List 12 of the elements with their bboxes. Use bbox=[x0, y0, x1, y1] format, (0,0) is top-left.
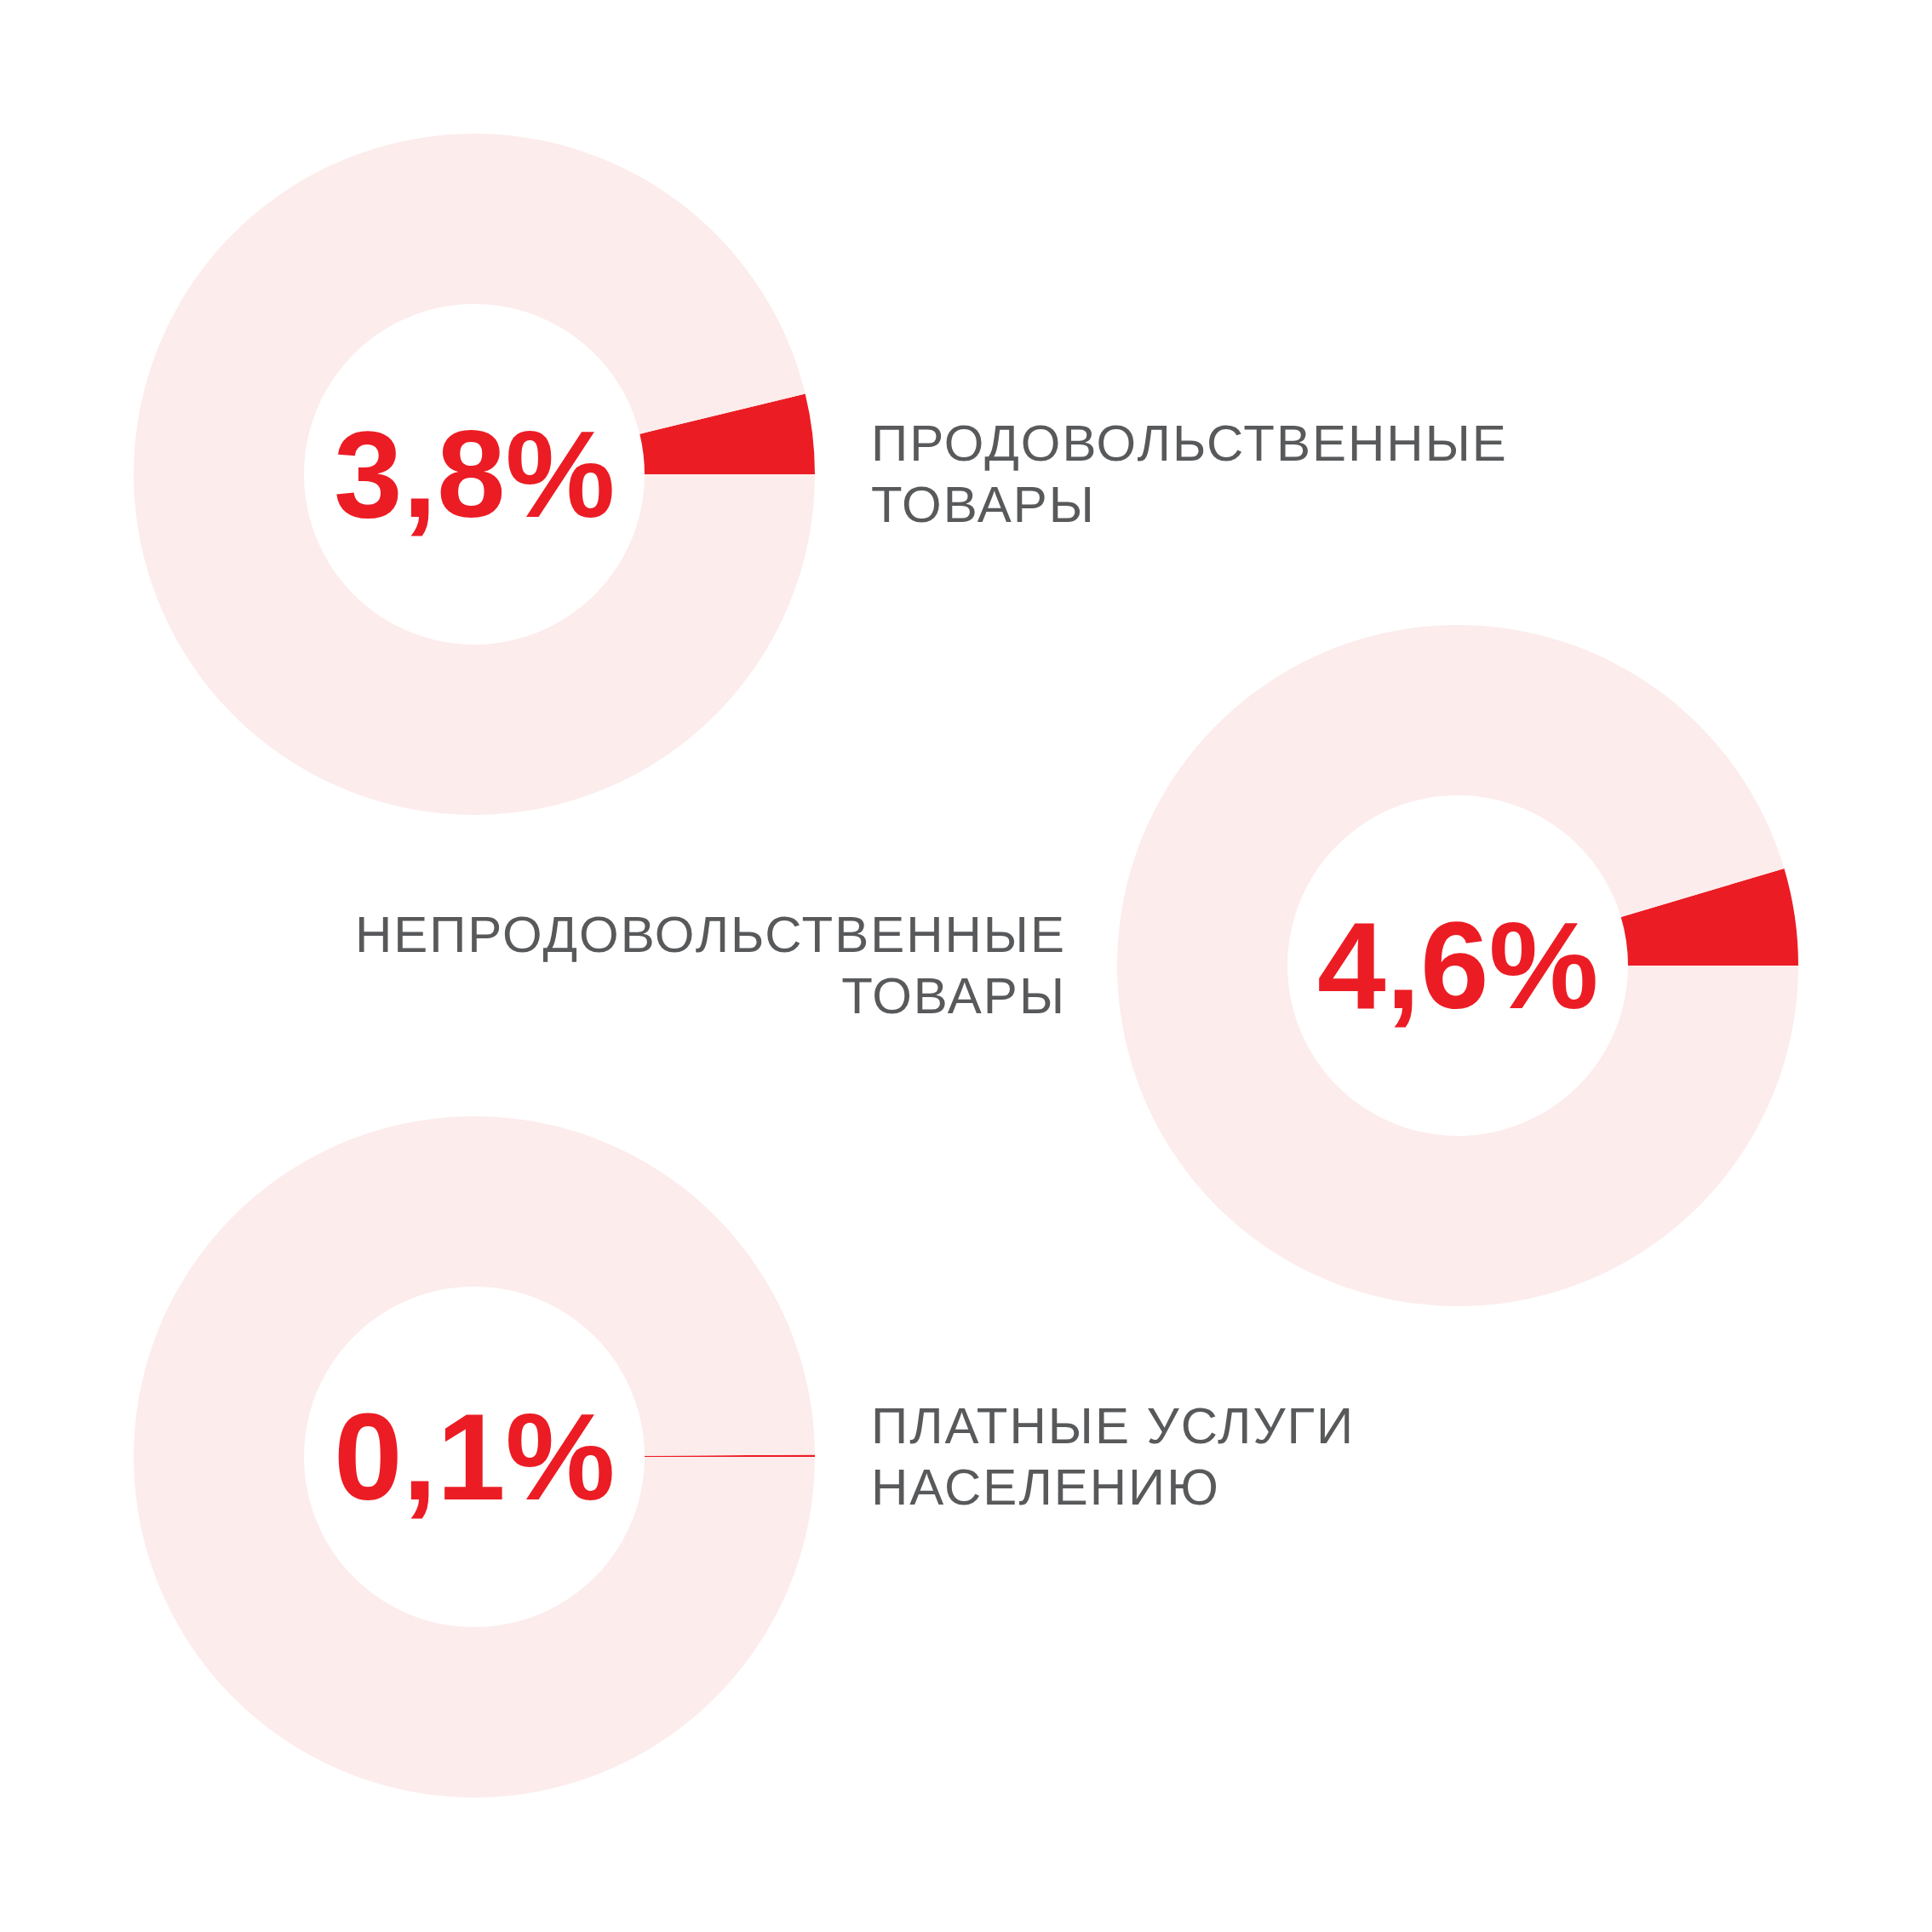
donut-slice bbox=[134, 134, 815, 815]
donut-slice bbox=[645, 1454, 815, 1457]
donut-slice bbox=[1620, 868, 1798, 966]
text: 0,1% bbox=[334, 1388, 616, 1526]
donut-slice bbox=[639, 393, 815, 474]
text: НЕПРОДОВОЛЬСТВЕННЫЕ ТОВАРЫ bbox=[353, 905, 1066, 1026]
text: ПЛАТНЫЕ УСЛУГИ НАСЕЛЕНИЮ bbox=[871, 1396, 1356, 1517]
donut-slice bbox=[1117, 625, 1798, 1306]
text: 4,6% bbox=[1317, 897, 1599, 1035]
donut-slice bbox=[134, 1116, 815, 1797]
text: ПРОДОВОЛЬСТВЕННЫЕ ТОВАРЫ bbox=[871, 414, 1509, 535]
text: 3,8% bbox=[334, 405, 616, 543]
